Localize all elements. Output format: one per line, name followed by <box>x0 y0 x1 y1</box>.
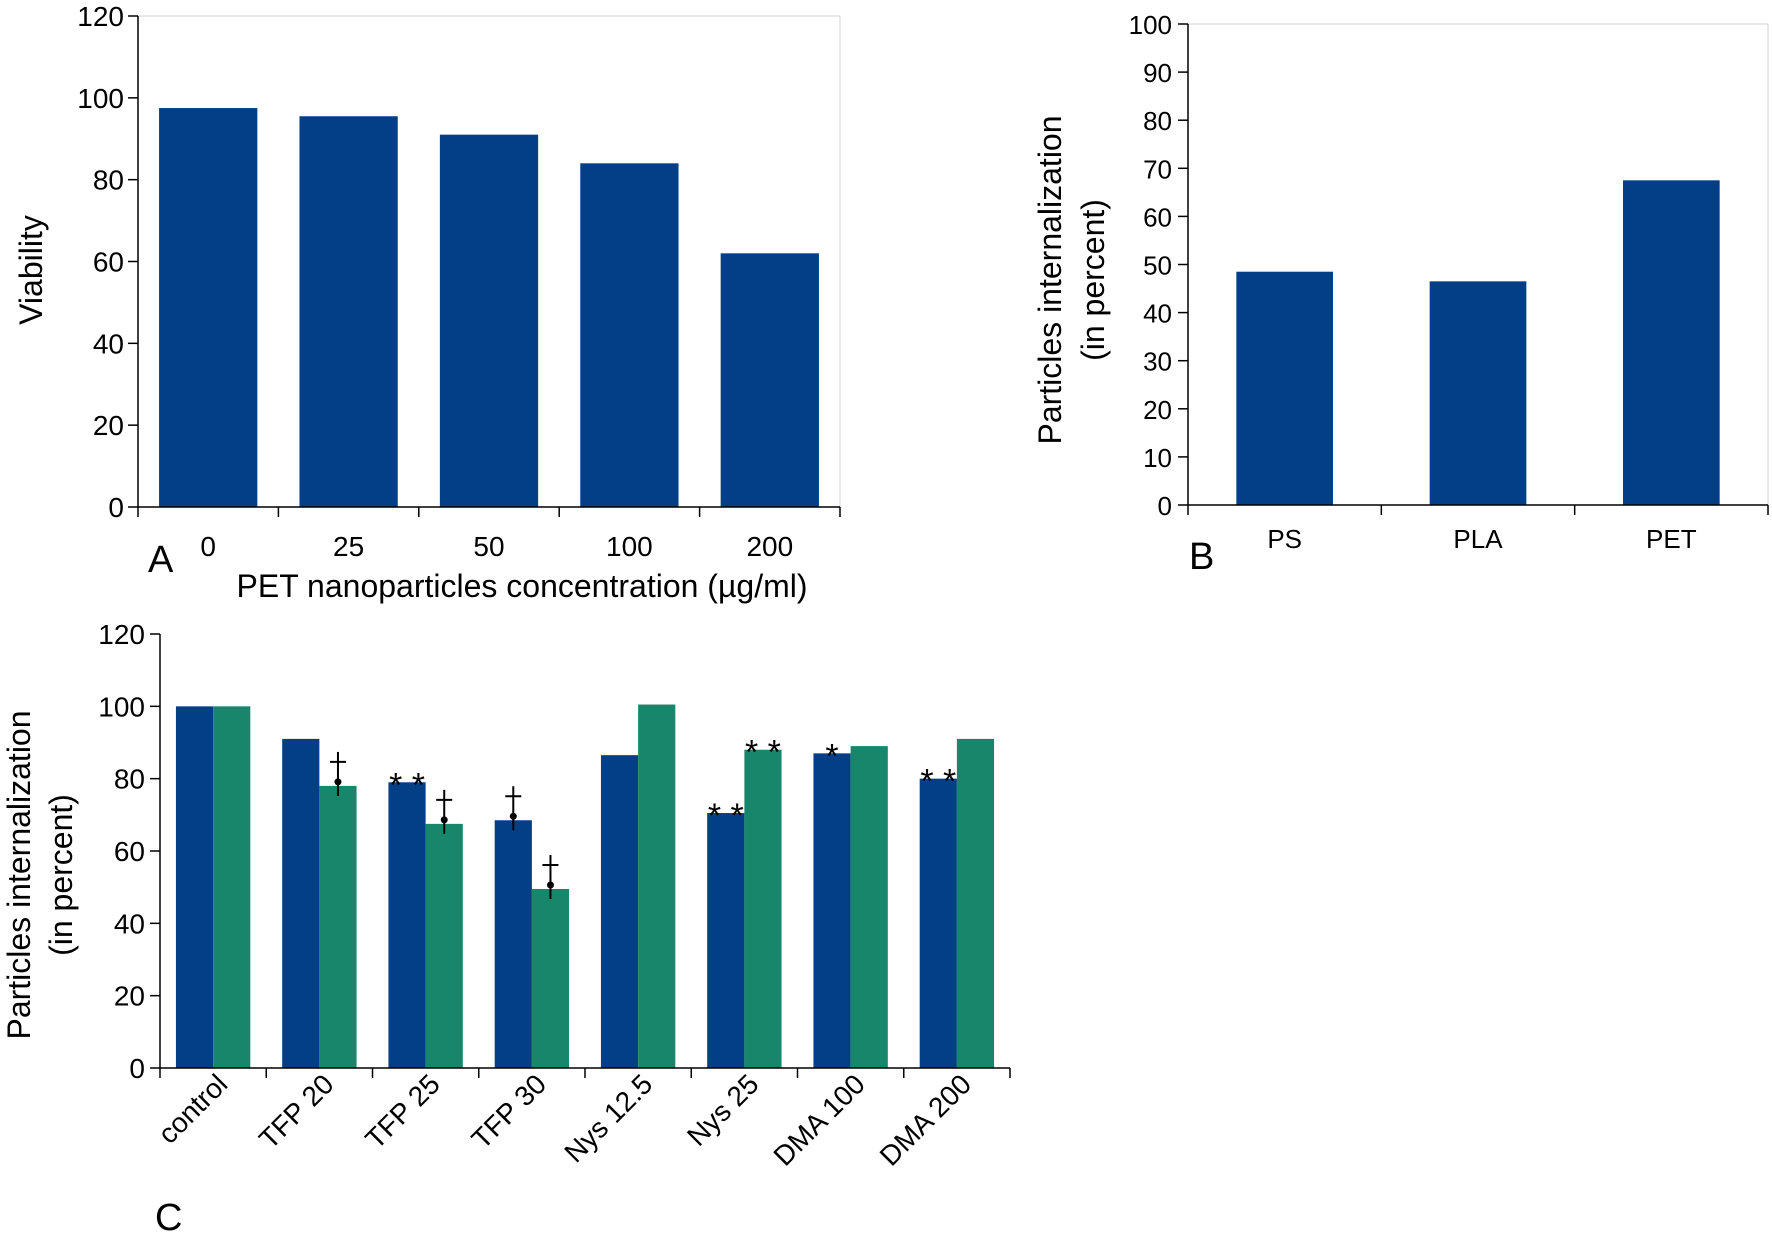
bar-c-nys-25-s0 <box>707 813 745 1068</box>
bar-c-tfp-20-s0 <box>282 738 320 1068</box>
x-tick-label-c-2: TFP 25 <box>359 1068 445 1154</box>
bar-c-dma-100-s1 <box>850 746 888 1068</box>
significance-marker: * * <box>708 797 744 835</box>
x-tick-label-c-1: TFP 20 <box>253 1068 339 1154</box>
significance-marker: † <box>504 750 523 788</box>
x-tick-label-c-6: DMA 100 <box>768 1068 871 1171</box>
y-tick-label-b-10: 100 <box>1129 10 1172 40</box>
chart-a-viability: 0 25 50 100 200 0 20 40 60 80 100 120 <box>77 1 841 562</box>
y-tick-label-b-7: 70 <box>1143 154 1172 184</box>
x-tick-label-c-7: DMA 200 <box>874 1068 977 1171</box>
y-tick-label-a-5: 100 <box>77 83 124 114</box>
x-tick-label-a-0: 0 <box>200 531 216 562</box>
y-tick-label-b-9: 90 <box>1143 58 1172 88</box>
y-tick-label-b-6: 60 <box>1143 202 1172 232</box>
x-tick-label-b-0: PS <box>1267 524 1302 554</box>
y-tick-label-c-4: 80 <box>114 764 145 795</box>
y-tick-label-c-3: 60 <box>114 836 145 867</box>
bar-b-pet-s0 <box>1623 180 1720 505</box>
y-tick-label-b-2: 20 <box>1143 395 1172 425</box>
significance-marker: * * <box>920 763 956 801</box>
dagger-dot-c-3-0 <box>509 812 517 820</box>
bar-c-nys-12.5-s1 <box>638 704 676 1068</box>
y-tick-label-a-4: 80 <box>93 165 124 196</box>
x-tick-label-b-2: PET <box>1646 524 1697 554</box>
bar-c-dma-200-s0 <box>919 778 957 1068</box>
bar-b-pla-s0 <box>1429 281 1527 505</box>
x-tick-label-a-1: 25 <box>333 531 364 562</box>
bar-c-dma-200-s1 <box>956 738 995 1068</box>
y-tick-label-c-0: 0 <box>129 1053 145 1084</box>
bar-c-tfp-20-s1 <box>319 785 357 1068</box>
bar-c-tfp-25-s0 <box>388 782 426 1068</box>
y-tick-label-b-8: 80 <box>1143 106 1172 136</box>
panel-label-b: B <box>1189 536 1214 578</box>
bar-c-control-s0 <box>175 706 214 1068</box>
bar-a-50-s0 <box>439 134 539 508</box>
dagger-dot-c-1-1 <box>334 778 342 786</box>
y-axis-label-b-line1: Particles internalization <box>1032 115 1068 444</box>
bar-c-tfp-30-s0 <box>494 820 532 1068</box>
significance-marker: † <box>541 819 560 857</box>
bar-c-dma-100-s0 <box>813 753 851 1068</box>
y-tick-label-b-5: 50 <box>1143 251 1172 281</box>
significance-marker: † <box>329 716 348 754</box>
dagger-dot-c-3-1 <box>546 881 554 889</box>
bar-b-ps-s0 <box>1236 271 1333 505</box>
significance-marker: * * <box>389 766 425 804</box>
significance-marker: * * <box>745 734 781 772</box>
dagger-dot-c-2-1 <box>440 816 448 824</box>
y-tick-label-c-5: 100 <box>98 691 145 722</box>
panel-label-c: C <box>155 1197 182 1237</box>
y-tick-label-c-2: 40 <box>114 908 145 939</box>
x-tick-label-b-1: PLA <box>1453 524 1503 554</box>
y-tick-label-c-1: 20 <box>114 981 145 1012</box>
x-tick-label-c-0: control <box>152 1068 233 1149</box>
y-tick-label-b-3: 30 <box>1143 347 1172 377</box>
x-tick-label-a-2: 50 <box>473 531 504 562</box>
bar-a-0-s0 <box>159 108 258 507</box>
y-tick-label-b-4: 40 <box>1143 299 1172 329</box>
bar-a-25-s0 <box>299 116 398 507</box>
bar-c-nys-25-s1 <box>744 749 782 1068</box>
bar-a-100-s0 <box>580 163 679 508</box>
y-tick-label-b-0: 0 <box>1158 491 1172 521</box>
y-tick-label-a-3: 60 <box>93 247 124 278</box>
y-tick-label-c-6: 120 <box>98 619 145 650</box>
y-tick-label-a-6: 120 <box>77 1 124 32</box>
significance-marker: † <box>435 754 454 792</box>
y-tick-label-a-0: 0 <box>108 492 124 523</box>
bar-c-control-s1 <box>213 706 251 1068</box>
x-tick-label-a-4: 200 <box>746 531 793 562</box>
x-axis-label-a: PET nanoparticles concentration (µg/ml) <box>237 568 808 604</box>
x-tick-label-c-4: Nys 12.5 <box>558 1068 658 1168</box>
y-tick-label-a-2: 40 <box>93 328 124 359</box>
x-tick-label-c-5: Nys 25 <box>681 1068 765 1152</box>
y-axis-label-c-line1: Particles internalization <box>1 710 37 1039</box>
bar-a-200-s0 <box>720 253 819 507</box>
y-tick-label-a-1: 20 <box>93 410 124 441</box>
bar-c-nys-12.5-s0 <box>600 755 639 1068</box>
y-tick-label-b-1: 10 <box>1143 443 1172 473</box>
bar-c-tfp-25-s1 <box>425 823 463 1068</box>
chart-b-internalization-by-polymer: PS PLA PET 0 10 20 30 40 50 60 70 80 90 100 <box>1129 10 1769 554</box>
panel-label-a: A <box>148 539 174 581</box>
bar-c-tfp-30-s1 <box>531 888 570 1068</box>
y-axis-label-b-line2: (in percent) <box>1075 199 1111 361</box>
chart-c-internalization-by-inhibitor: control † TFP 20 * * † TFP 25 † † TFP 30 Nys 12.5… <box>98 619 1011 1172</box>
significance-marker: * <box>825 737 838 775</box>
x-tick-label-a-3: 100 <box>606 531 653 562</box>
x-tick-label-c-3: TFP 30 <box>466 1068 552 1154</box>
y-axis-label-c-line2: (in percent) <box>43 794 79 956</box>
y-axis-label-a: Viability <box>13 215 49 325</box>
